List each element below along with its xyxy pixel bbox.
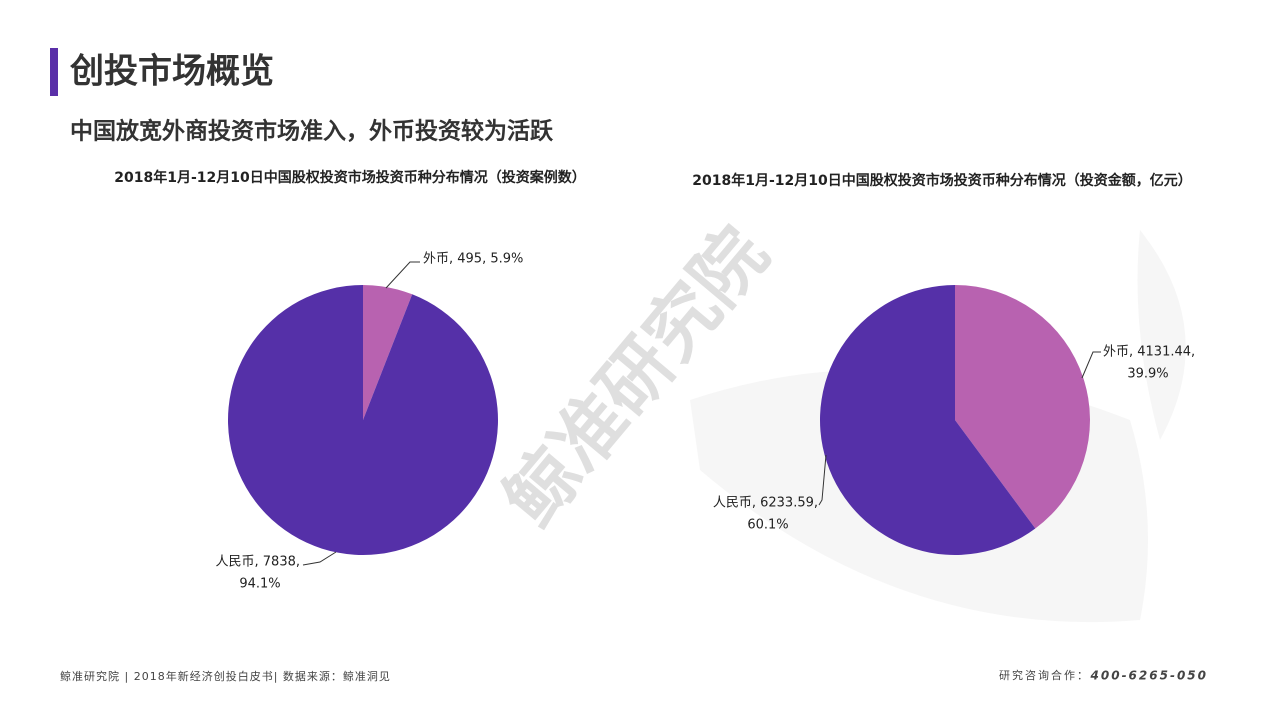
- data-label: 人民币, 6233.59,: [713, 496, 818, 511]
- footer-phone: 400-6265-050: [1090, 669, 1208, 683]
- chart-title: 2018年1月-12月10日中国股权投资市场投资币种分布情况（投资案例数）: [114, 169, 585, 186]
- leader-line: [302, 551, 337, 566]
- data-label: 39.9%: [1127, 367, 1168, 382]
- chart-title: 2018年1月-12月10日中国股权投资市场投资币种分布情况（投资金额，亿元）: [692, 172, 1191, 189]
- leader-line: [818, 454, 827, 506]
- leader-line: [385, 261, 420, 289]
- pie-slice: [363, 285, 413, 420]
- data-label: 60.1%: [747, 518, 788, 533]
- data-label: 94.1%: [239, 577, 280, 592]
- data-label: 人民币, 7838,: [216, 555, 300, 570]
- pie-slice: [819, 285, 1036, 555]
- leader-line: [1081, 351, 1101, 379]
- logo-shape: [1137, 230, 1186, 440]
- data-label: 外币, 4131.44,: [1103, 345, 1195, 360]
- title-bar: [50, 48, 58, 96]
- page-title: 创投市场概览: [69, 52, 274, 92]
- page-subtitle: 中国放宽外商投资市场准入，外币投资较为活跃: [70, 118, 554, 145]
- pie-slice: [227, 285, 498, 555]
- footer-left: 鲸准研究院 | 2018年新经济创投白皮书| 数据来源：鲸准洞见: [60, 669, 391, 683]
- data-label: 外币, 495, 5.9%: [423, 252, 523, 267]
- pie-slice: [955, 285, 1090, 529]
- footer-contact: 研究咨询合作：: [999, 668, 1090, 682]
